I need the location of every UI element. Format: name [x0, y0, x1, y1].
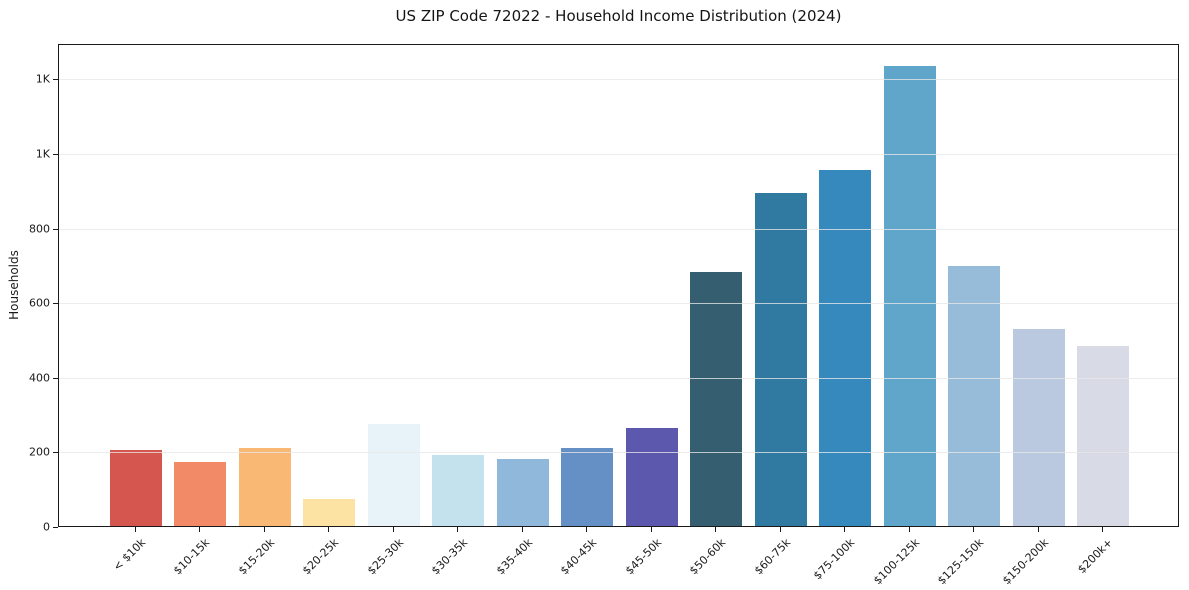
gridline: [59, 154, 1178, 156]
x-tick-label: $30-35k: [428, 536, 471, 578]
gridline: [59, 228, 1178, 230]
y-tick-mark: [53, 527, 58, 528]
bar-$60-75k: [755, 193, 807, 526]
x-tick-label: $150-200k: [1000, 536, 1052, 588]
bar-$15-20k: [239, 448, 291, 526]
bar-$125-150k: [948, 266, 1000, 526]
x-tick-mark: [844, 527, 845, 532]
gridline: [59, 452, 1178, 454]
bar-$75-100k: [819, 170, 871, 526]
bar-$20-25k: [303, 499, 355, 526]
x-tick-mark: [973, 527, 974, 532]
y-tick-label: 600: [29, 296, 50, 310]
bar-$40-45k: [561, 448, 613, 526]
y-tick-mark: [53, 79, 58, 81]
x-tick-mark: [780, 527, 781, 532]
x-tick-label: $10-15k: [170, 536, 213, 578]
bar-< $10k: [110, 450, 162, 526]
x-tick-label: $25-30k: [364, 536, 407, 578]
plot-area: [58, 44, 1179, 527]
y-tick-label: 200: [29, 445, 50, 459]
bar-$50-60k: [690, 272, 742, 526]
y-tick-label: 400: [29, 371, 50, 385]
bar-$30-35k: [432, 455, 484, 526]
y-tick-label: 1K: [35, 147, 50, 161]
x-tick-label: $125-150k: [935, 536, 987, 588]
x-tick-mark: [909, 527, 910, 532]
x-tick-label: $50-60k: [686, 536, 729, 578]
x-tick-label: $15-20k: [235, 536, 278, 578]
y-tick-label: 800: [29, 222, 50, 236]
y-tick-label: 1K: [35, 72, 50, 86]
x-tick-label: $75-100k: [810, 536, 858, 583]
x-tick-label: $20-25k: [299, 536, 342, 578]
bar-$100-125k: [884, 66, 936, 526]
bar-$25-30k: [368, 424, 420, 526]
gridline: [59, 79, 1178, 81]
x-tick-mark: [328, 527, 329, 532]
y-tick-mark: [53, 154, 58, 156]
y-tick-mark: [53, 303, 58, 305]
x-tick-mark: [651, 527, 652, 532]
bar-$10-15k: [174, 462, 226, 526]
x-tick-mark: [199, 527, 200, 532]
x-tick-label: $60-75k: [751, 536, 794, 578]
bar-$45-50k: [626, 428, 678, 526]
x-tick-mark: [135, 527, 136, 532]
y-tick-mark: [53, 452, 58, 454]
x-tick-mark: [1038, 527, 1039, 532]
x-tick-label: $200k+: [1075, 536, 1116, 577]
y-tick-mark: [53, 377, 58, 379]
x-tick-label: $40-45k: [557, 536, 600, 578]
y-tick-label: 0: [43, 520, 50, 534]
bar-$35-40k: [497, 459, 549, 526]
bar-$200k+: [1077, 346, 1129, 526]
gridline: [59, 303, 1178, 305]
x-tick-mark: [457, 527, 458, 532]
chart-title: US ZIP Code 72022 - Household Income Dis…: [395, 7, 842, 25]
x-tick-label: $35-40k: [493, 536, 536, 578]
x-tick-mark: [522, 527, 523, 532]
x-tick-mark: [586, 527, 587, 532]
x-tick-label: < $10k: [110, 536, 149, 574]
x-tick-mark: [715, 527, 716, 532]
gridline: [59, 377, 1178, 379]
y-tick-mark: [53, 228, 58, 230]
x-tick-mark: [264, 527, 265, 532]
x-tick-label: $45-50k: [622, 536, 665, 578]
bar-$150-200k: [1013, 329, 1065, 526]
x-tick-mark: [1102, 527, 1103, 532]
x-tick-label: $100-125k: [871, 536, 923, 588]
x-tick-mark: [393, 527, 394, 532]
